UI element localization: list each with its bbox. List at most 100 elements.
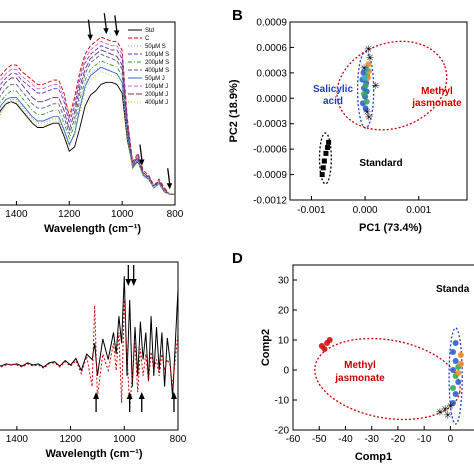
data-point-circle [450, 385, 457, 391]
spectrum-line-50μM J [0, 66, 175, 195]
group-label-salicylic: Salicylic [313, 84, 353, 95]
spectrum-line-400μM S [0, 53, 175, 195]
x-tick-label: -20 [391, 434, 406, 445]
data-point-star: ✳ [441, 405, 449, 416]
y-axis-label: Comp2 [260, 329, 272, 366]
group-label-mj: Methyl [344, 360, 376, 371]
confidence-ellipse [336, 40, 448, 131]
data-point-circle [365, 61, 372, 68]
annotation-arrowhead [125, 279, 132, 286]
spectrum-line-100μM J [0, 40, 175, 195]
data-point-star: ✳ [446, 402, 454, 413]
annotation-arrow [87, 19, 92, 36]
annotation-arrow [103, 13, 107, 30]
legend-entry: 100μM S [145, 52, 169, 58]
data-point-circle [363, 98, 370, 105]
legend-entry: 400μM J [145, 100, 168, 106]
x-tick-label: 1000 [111, 209, 134, 220]
data-point-circle [452, 340, 459, 346]
panel-label-d: D [232, 250, 243, 267]
data-point-star: ✳ [366, 53, 374, 64]
data-point-circle [362, 105, 369, 112]
difference-line-dotted [0, 299, 178, 409]
x-tick-label: 1000 [113, 434, 136, 445]
y-tick-label: 20 [278, 306, 290, 317]
legend-entry: 200μM J [145, 92, 168, 98]
data-point-circle [361, 91, 368, 98]
annotation-arrowhead [170, 392, 177, 399]
data-point-circle [452, 391, 459, 397]
data-point-circle [450, 400, 457, 406]
y-tick-label: 0 [283, 366, 289, 377]
data-point-star: ✳ [364, 45, 372, 56]
x-tick-label: 0.000 [353, 205, 378, 216]
data-point-circle [362, 82, 369, 89]
panel-b: B -0.0012 -0.0009 -0.0006 -0.0003 0.0000 0.000… [228, 7, 468, 234]
y-tick-label: 30 [278, 276, 290, 287]
group-label-salicylic: acid [323, 96, 343, 107]
data-point-square [323, 150, 329, 156]
data-point-circle [457, 352, 464, 358]
x-axis-label: PC1 (73.4%) [359, 222, 422, 234]
panel-label-b: B [232, 7, 243, 24]
annotation-arrowhead [103, 28, 109, 35]
data-point-circle [450, 367, 457, 373]
group-label-mj: jasmonate [334, 373, 385, 384]
y-tick-label: -0.0003 [253, 119, 287, 130]
panel-d-plot: ✳✳✳✳ [314, 327, 464, 425]
group-label-mj: jasmonate [411, 98, 462, 109]
x-tick-label: -0.001 [297, 205, 326, 216]
annotation-arrowhead [113, 30, 120, 37]
annotation-arrowhead [130, 279, 137, 286]
data-point-circle [326, 337, 333, 343]
panel-a: 1400 1200 1000 800 Wavelength (cm⁻¹) Std C 50μM… [0, 13, 184, 235]
data-point-square [321, 158, 327, 164]
annotation-arrow [114, 15, 118, 32]
panel-c: 1400 1200 1000 800 Wavelength (cm⁻¹) [0, 261, 187, 460]
x-tick-label: 0 [448, 434, 454, 445]
panel-b-frame [289, 21, 468, 201]
x-tick-label: 1200 [59, 434, 82, 445]
annotation-arrowhead [166, 183, 173, 190]
spectrum-line-200μM J [0, 49, 175, 195]
x-axis-label: Comp1 [355, 451, 392, 463]
data-point-star: ✳ [444, 411, 452, 422]
x-tick-label: 1200 [58, 209, 81, 220]
y-tick-label: -20 [275, 426, 290, 437]
panel-d: D -20 -10 0 10 20 30 -60 -50 -40 -30 -20 -10 0 Comp1 Co… [232, 250, 474, 463]
panel-a-frame [0, 21, 176, 206]
annotation-arrowhead [138, 392, 145, 399]
data-point-square [326, 139, 332, 145]
data-point-circle [455, 370, 462, 376]
panel-d-frame [292, 264, 474, 431]
annotation-arrow [167, 168, 171, 185]
group-label-standard: Standa [436, 284, 470, 295]
confidence-ellipse [318, 132, 332, 185]
annotation-arrow [139, 144, 143, 161]
annotation-arrowhead [87, 34, 93, 41]
x-axis-label: Wavelength (cm⁻¹) [45, 448, 142, 460]
confidence-ellipse [448, 327, 463, 425]
y-tick-label: 0.0006 [256, 43, 287, 54]
annotation-arrowhead [126, 392, 133, 399]
group-label-mj: Methyl [421, 86, 453, 97]
data-point-star: ✳ [436, 408, 444, 419]
y-tick-label: 10 [278, 336, 290, 347]
x-tick-label: -40 [338, 434, 353, 445]
spectrum-line-400μM J [0, 70, 175, 195]
data-point-circle [361, 74, 368, 81]
x-tick-label: -60 [286, 434, 301, 445]
y-tick-label: -10 [275, 396, 290, 407]
annotation-arrowhead [138, 159, 145, 166]
data-point-square [325, 144, 331, 150]
legend-entry: 50μM S [145, 44, 166, 50]
x-axis-label: Wavelength (cm⁻¹) [44, 223, 141, 235]
data-point-star: ✳ [372, 81, 380, 92]
data-point-square [319, 172, 325, 178]
panel-a-lines [0, 36, 175, 195]
panel-c-frame [0, 261, 179, 431]
data-point-square [320, 165, 326, 171]
data-point-star: ✳ [360, 63, 368, 74]
x-tick-label: 1400 [5, 209, 28, 220]
